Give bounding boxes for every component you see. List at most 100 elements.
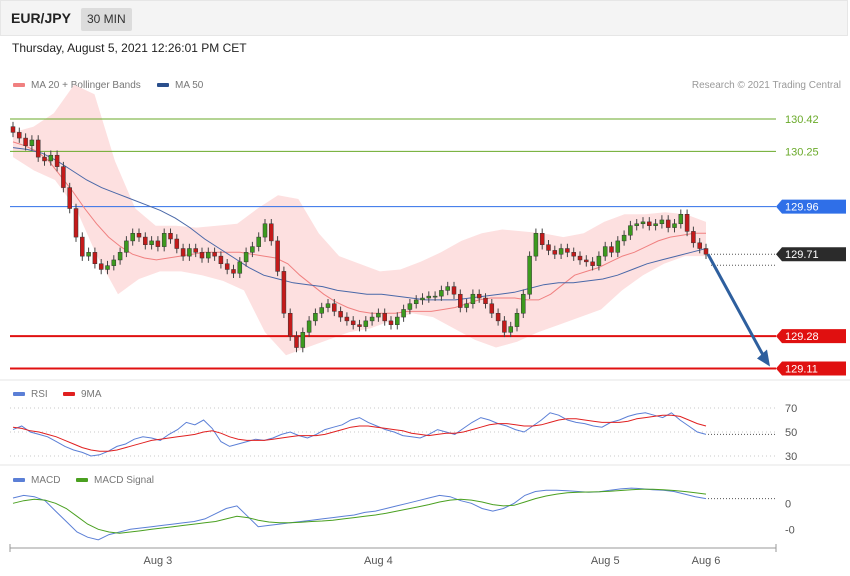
candle-body — [363, 320, 369, 327]
candle-body — [212, 252, 217, 257]
bollinger-band-area — [13, 84, 706, 356]
level-tag-129.96 — [776, 199, 846, 214]
candle-body — [376, 313, 381, 318]
candle-body — [29, 139, 35, 146]
legend-label-ma50: MA 50 — [175, 80, 204, 91]
candles — [10, 121, 709, 353]
timestamp: Thursday, August 5, 2021 12:26:01 PM CET — [12, 41, 247, 55]
candle-body — [495, 313, 501, 322]
candle-body — [521, 293, 526, 314]
candle-body — [665, 219, 671, 228]
candle-body — [539, 233, 545, 245]
candle-body — [256, 236, 261, 247]
chart-toolbar: EUR/JPY 30 MIN — [0, 0, 848, 36]
candle-body — [180, 248, 186, 257]
macd-signal-line — [12, 488, 707, 534]
level-label-129.28: 129.28 — [776, 329, 846, 344]
legend-swatch-rsi — [13, 392, 25, 397]
candle-body — [168, 233, 173, 240]
candle-body — [313, 313, 318, 322]
legend-swatch-macd-signal — [76, 478, 88, 483]
level-text-129.71: 129.71 — [785, 249, 819, 261]
candle-body — [602, 246, 608, 257]
candle-body — [124, 240, 129, 253]
candle-body — [609, 246, 614, 253]
rsi-line — [12, 412, 707, 457]
legend-macd-signal: MACD Signal — [76, 475, 154, 486]
candle-body — [67, 187, 72, 209]
timeframe-button[interactable]: 30 MIN — [81, 8, 132, 31]
candle-body — [672, 223, 677, 228]
candle-body — [357, 324, 362, 327]
candle-body — [130, 233, 135, 242]
level-label-129.71: 129.71 — [776, 247, 846, 262]
legend-macd: MACD — [13, 475, 60, 486]
legend-swatch-ma20 — [13, 83, 25, 88]
level-text-129.11: 129.11 — [785, 363, 818, 375]
candle-body — [697, 242, 702, 249]
candle-body — [464, 303, 469, 308]
legend-swatch-macd — [13, 478, 25, 483]
candle-body — [470, 293, 476, 304]
candle-body — [628, 225, 633, 236]
level-label-129.96: 129.96 — [776, 199, 846, 214]
candle-body — [149, 240, 154, 245]
candle-body — [48, 154, 54, 162]
candle-body — [508, 326, 513, 333]
candle-body — [426, 295, 432, 299]
currency-pair-title: EUR/JPY — [11, 10, 71, 26]
level-tag-129.28 — [776, 329, 846, 344]
candle-body — [527, 255, 532, 295]
candle-body — [703, 248, 709, 255]
candle-body — [306, 320, 312, 333]
legend-label-macd-signal: MACD Signal — [94, 475, 155, 486]
macd-tick-label: -0 — [785, 524, 795, 536]
rsi-tick-label: 30 — [785, 451, 797, 463]
candle-body — [187, 248, 192, 257]
candle-body — [155, 240, 161, 247]
candle-body — [590, 261, 595, 266]
candle-body — [111, 259, 117, 266]
legend-swatch-rsi-ma — [63, 392, 75, 397]
candle-body — [161, 233, 167, 247]
x-tick-label: Aug 5 — [591, 555, 620, 567]
rsi-tick-label: 50 — [785, 427, 797, 439]
candle-body — [489, 303, 495, 314]
level-label-129.11: 129.11 — [776, 361, 846, 376]
legend-label-ma20: MA 20 + Bollinger Bands — [31, 80, 141, 91]
legend-ma20: MA 20 + Bollinger Bands — [13, 80, 141, 91]
level-text-129.96: 129.96 — [785, 202, 819, 214]
candle-body — [647, 221, 652, 226]
candle-body — [483, 297, 488, 304]
candle-body — [432, 295, 438, 298]
rsi-tick-label: 70 — [785, 403, 797, 415]
level-text-129.28: 129.28 — [785, 331, 819, 343]
level-text-130.42: 130.42 — [785, 114, 819, 126]
candle-body — [80, 236, 85, 257]
candle-body — [546, 244, 551, 251]
candle-body — [319, 307, 324, 314]
candle-body — [73, 208, 79, 238]
candle-body — [451, 286, 457, 295]
candle-body — [174, 238, 180, 249]
candle-body — [42, 156, 47, 162]
candle-body — [237, 261, 243, 274]
ma50-line — [12, 147, 707, 301]
candle-body — [325, 303, 331, 308]
candle-body — [615, 240, 621, 253]
candle-body — [691, 231, 696, 244]
candle-body — [92, 252, 98, 265]
candle-body — [382, 313, 387, 322]
forecast-arrow-shaft — [706, 253, 768, 362]
candle-body — [565, 248, 570, 253]
candle-body — [206, 252, 211, 259]
candle-body — [281, 271, 287, 314]
candle-body — [514, 313, 520, 327]
candle-body — [193, 248, 198, 253]
candle-body — [35, 139, 41, 158]
candle-body — [224, 263, 230, 270]
candle-body — [243, 252, 249, 263]
candle-body — [54, 154, 60, 167]
level-label-130.42: 130.42 — [785, 114, 819, 126]
